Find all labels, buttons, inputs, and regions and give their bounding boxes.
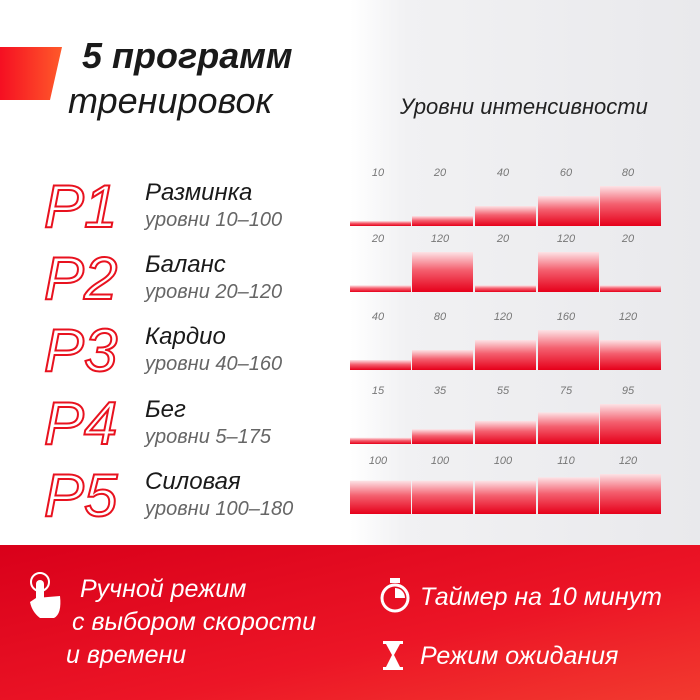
bar [475, 480, 536, 514]
bar [538, 252, 599, 292]
value-label: 55 [497, 385, 510, 397]
bar [475, 420, 536, 444]
stopwatch-icon [380, 578, 410, 613]
value-label: 20 [433, 167, 447, 179]
bar [350, 437, 411, 444]
value-label: 40 [497, 167, 510, 179]
title-accent [0, 47, 62, 100]
bar [412, 480, 473, 514]
bar [412, 350, 473, 370]
chart-title: Уровни интенсивности [399, 94, 648, 119]
bar [412, 216, 473, 226]
hourglass-icon [383, 641, 403, 670]
bar [475, 206, 536, 226]
value-label: 15 [372, 385, 385, 397]
feature-text: Ручной режим [80, 575, 246, 603]
value-label: 10 [372, 167, 385, 179]
bar [412, 429, 473, 444]
bar [412, 252, 473, 292]
value-label: 120 [431, 233, 450, 245]
bar [350, 480, 411, 514]
bar [538, 412, 599, 444]
value-label: 20 [496, 233, 510, 245]
title: тренировок [68, 80, 275, 121]
value-label: 160 [557, 311, 576, 323]
program-levels: уровни 100–180 [143, 498, 293, 520]
value-label: 120 [557, 233, 576, 245]
bar [475, 285, 536, 292]
program-name: Баланс [145, 251, 226, 278]
value-label: 40 [372, 311, 385, 323]
value-label: 110 [557, 455, 575, 467]
program-levels: уровни 20–120 [143, 281, 282, 303]
bar [350, 285, 411, 292]
hand-icon [30, 572, 61, 618]
bar [538, 330, 599, 370]
feature-text: с выбором скорости [72, 608, 316, 636]
bar [475, 340, 536, 370]
value-label: 35 [434, 385, 447, 397]
program-code: P5 [44, 462, 118, 529]
bar [350, 360, 411, 370]
program-name: Разминка [145, 179, 252, 206]
bar [538, 196, 599, 226]
title: 5 программ [82, 35, 292, 76]
feature-text: Таймер на 10 минут [420, 583, 662, 611]
value-label: 80 [434, 311, 447, 323]
program-levels: уровни 5–175 [143, 426, 272, 448]
bar [600, 340, 661, 370]
bar [600, 474, 661, 514]
bar [600, 186, 661, 226]
feature-text: Режим ожидания [420, 642, 618, 670]
program-code: P2 [44, 245, 117, 312]
feature-text: и времени [66, 641, 186, 669]
value-label: 80 [622, 167, 635, 179]
feature-band [0, 545, 700, 700]
program-code: P1 [44, 173, 117, 240]
value-label: 120 [619, 311, 638, 323]
value-label: 20 [371, 233, 385, 245]
value-label: 100 [431, 455, 450, 467]
value-label: 100 [494, 455, 513, 467]
bar [538, 477, 599, 514]
program-code: P4 [44, 390, 117, 457]
value-label: 75 [560, 385, 573, 397]
bar [600, 285, 661, 292]
value-label: 95 [622, 385, 635, 397]
value-label: 60 [560, 167, 573, 179]
bar [350, 221, 411, 226]
bar [600, 404, 661, 444]
program-name: Бег [145, 396, 186, 423]
program-levels: уровни 40–160 [143, 353, 282, 375]
value-label: 100 [369, 455, 388, 467]
value-label: 120 [494, 311, 513, 323]
value-label: 120 [619, 455, 638, 467]
program-code: P3 [44, 317, 117, 384]
program-name: Силовая [145, 468, 241, 495]
program-name: Кардио [145, 323, 226, 350]
program-levels: уровни 10–100 [143, 209, 282, 231]
value-label: 20 [621, 233, 635, 245]
